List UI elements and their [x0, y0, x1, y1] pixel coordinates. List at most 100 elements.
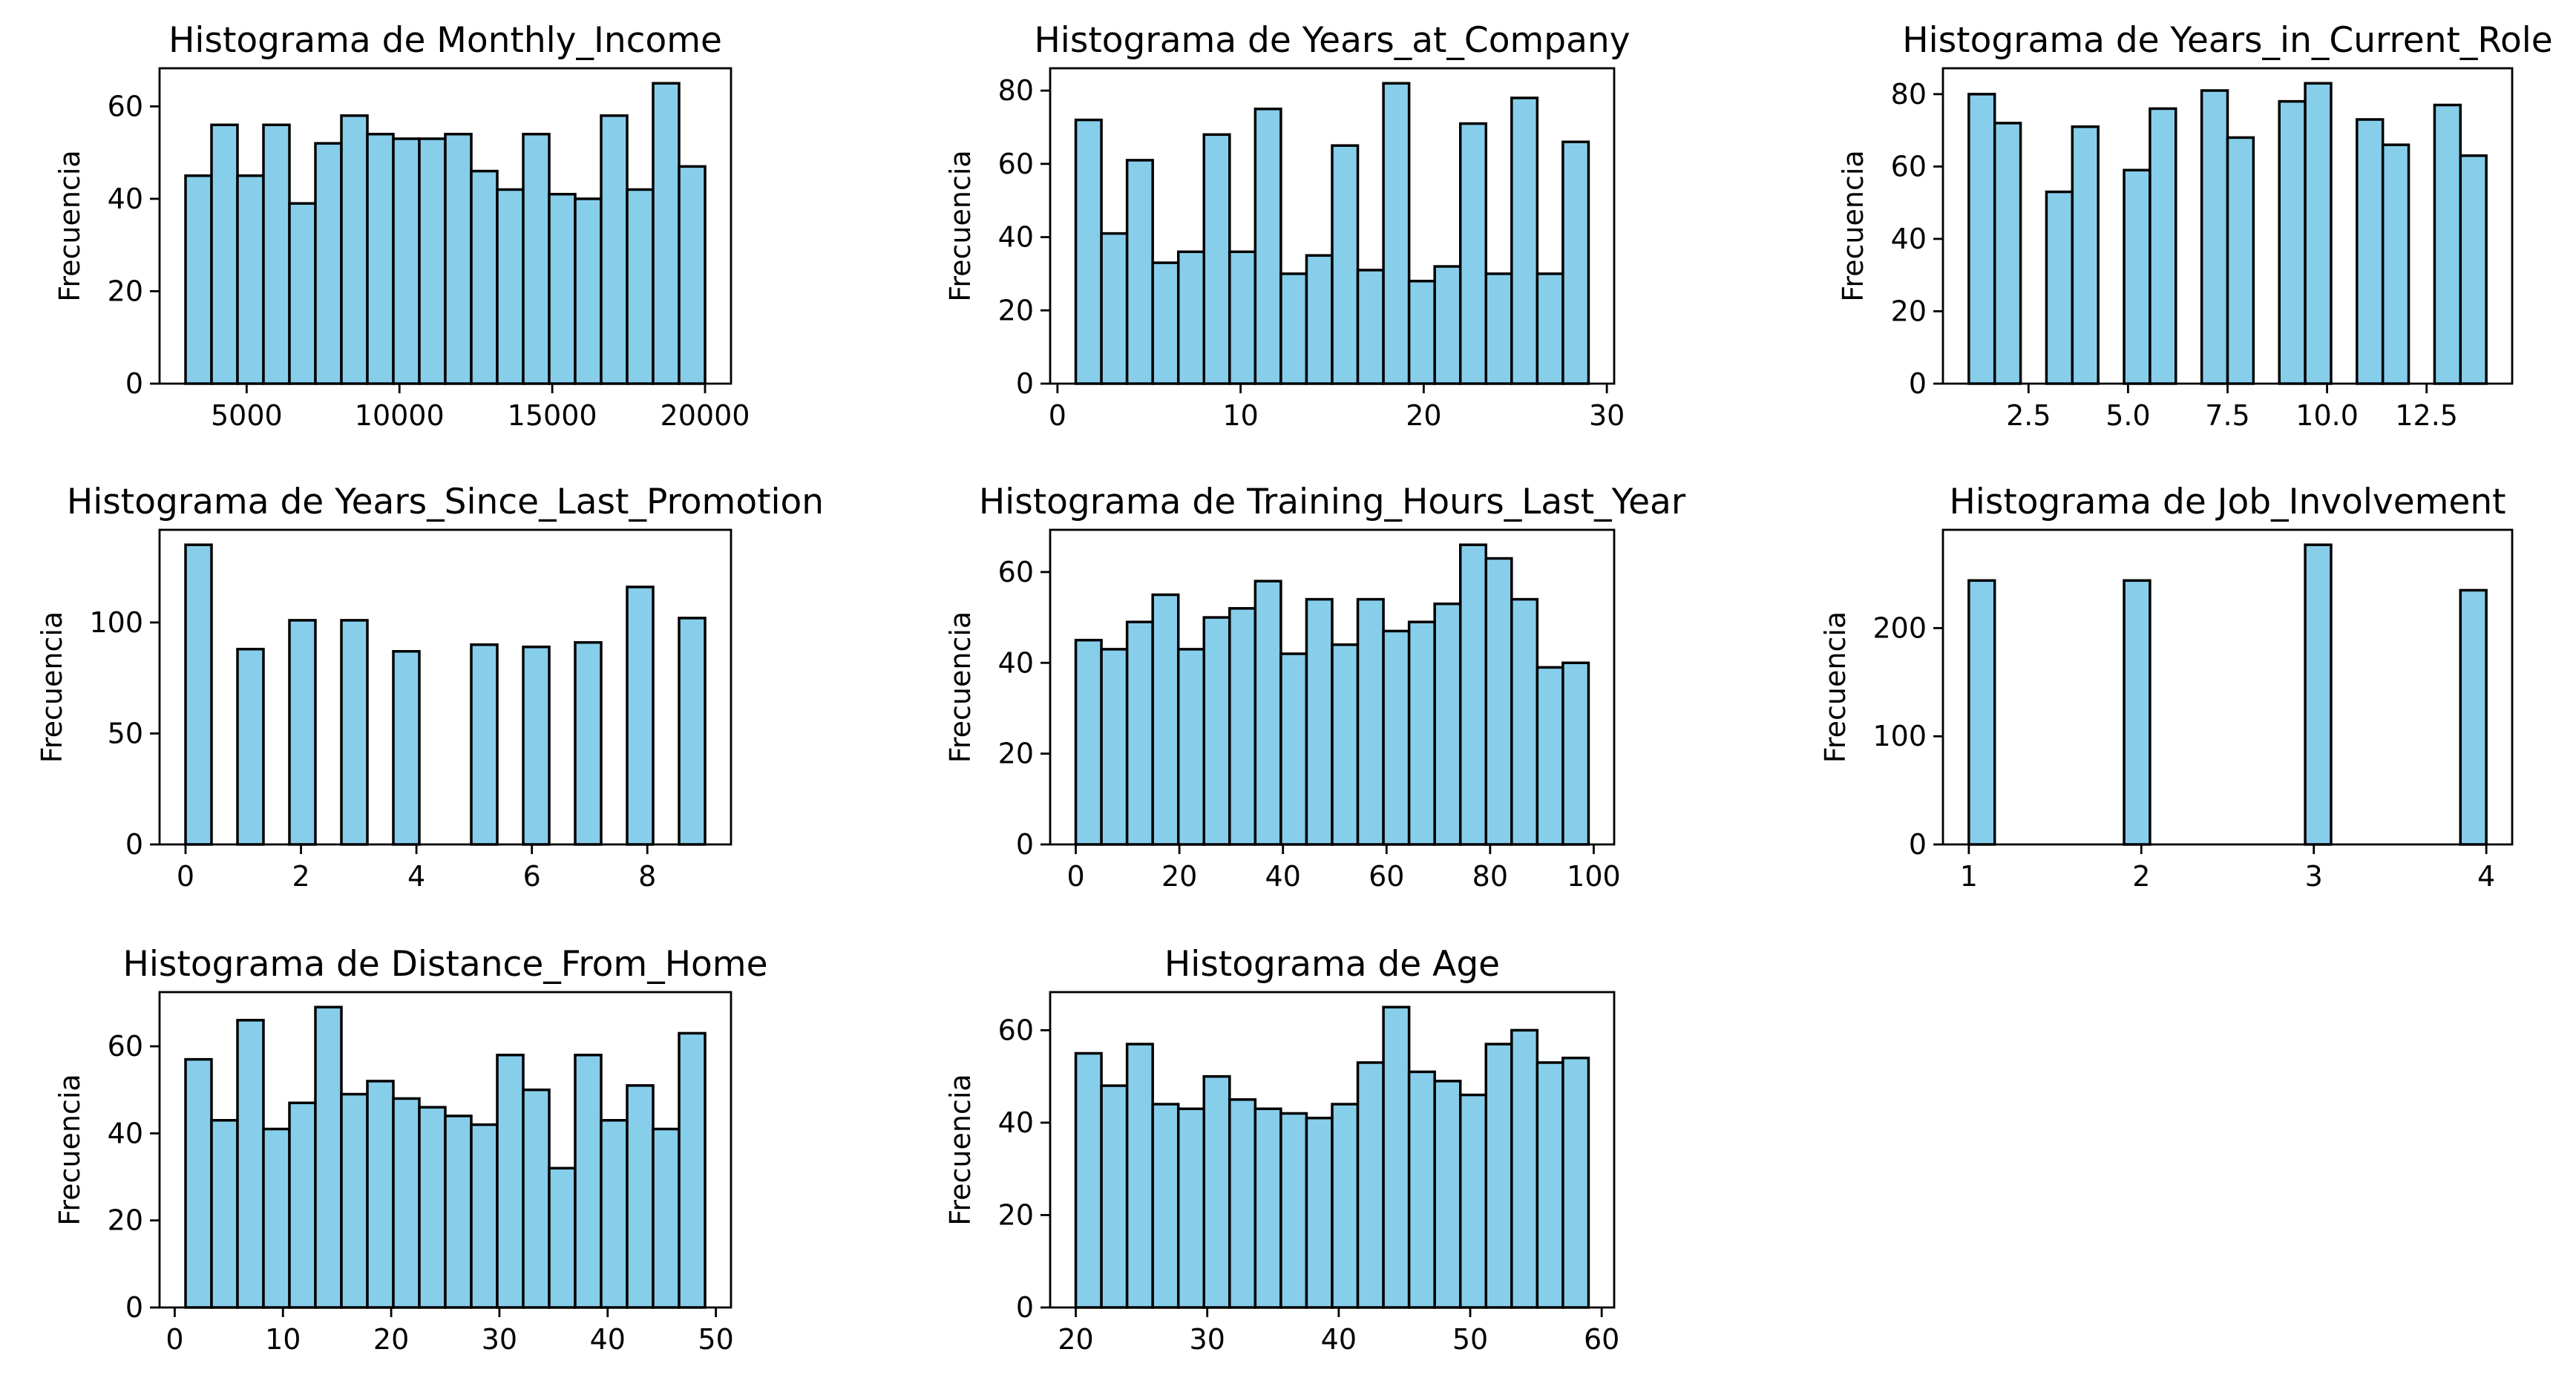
histogram-bar: [1407, 280, 1436, 385]
y-axis-label: Frecuencia: [1819, 611, 1852, 763]
y-tick-label: 0: [1016, 367, 1034, 400]
histogram-panel: 0 20 40 60 80 100 0 20 40 60 Frecuencia Histograma …: [944, 482, 1686, 893]
chart-title: Histograma de Training_Hours_Last_Year: [979, 482, 1686, 522]
histogram-bar: [366, 1080, 395, 1309]
histogram-bar: [444, 132, 473, 385]
histogram-bar: [1458, 122, 1488, 385]
y-tick-label: 20: [998, 294, 1034, 326]
histogram-bar: [2071, 125, 2100, 385]
histogram-bar: [1407, 620, 1436, 846]
y-tick-label: 40: [998, 646, 1034, 679]
histogram-bar: [1202, 616, 1231, 846]
histogram-bar: [496, 1054, 525, 1309]
x-tick-label: 10: [265, 1323, 301, 1356]
histogram-bar: [1484, 557, 1513, 846]
chart-title: Histograma de Age: [1164, 944, 1500, 985]
x-tick-label: 0: [165, 1323, 183, 1356]
histogram-panel: 0 2 4 6 8 0 50 100 Frecuencia Histograma de Years…: [36, 482, 824, 893]
histogram-bar: [2226, 136, 2255, 385]
histogram-bar: [652, 82, 681, 385]
chart-title: Histograma de Years_at_Company: [1034, 20, 1630, 61]
histogram-bar: [262, 1127, 291, 1309]
histogram-bar: [1279, 652, 1308, 846]
histogram-bar: [392, 1097, 421, 1309]
histogram-bar: [1458, 1093, 1488, 1309]
histogram-bar: [1561, 1056, 1590, 1309]
histogram-bar: [678, 1031, 707, 1309]
histogram-bar: [1125, 620, 1154, 846]
y-tick-label: 0: [125, 367, 143, 400]
histogram-bar: [1228, 607, 1257, 846]
x-tick-label: 12.5: [2395, 399, 2458, 432]
y-tick-label: 40: [1891, 223, 1927, 255]
histogram-panel: 2.5 5.0 7.5 10.0 12.5 0 20 40 60 80 Frecuencia Hist…: [1837, 20, 2553, 432]
histogram-bar: [2123, 168, 2151, 385]
histogram-bar: [626, 188, 655, 385]
histogram-bar: [522, 1088, 551, 1309]
histogram-bar: [236, 648, 265, 846]
y-tick-label: 100: [1872, 720, 1927, 752]
histogram-bar: [418, 137, 447, 385]
histogram-bar: [522, 646, 551, 846]
x-tick-label: 5000: [211, 399, 283, 432]
histogram-bar: [626, 1084, 655, 1309]
histogram-bar: [1125, 159, 1154, 385]
histogram-bar: [574, 641, 603, 846]
x-tick-label: 40: [1265, 860, 1301, 893]
histogram-bar: [600, 114, 629, 385]
histogram-bar: [1356, 597, 1385, 846]
histogram-bar: [262, 123, 291, 385]
histogram-bar: [444, 1115, 473, 1309]
histogram-bar: [1967, 93, 1996, 385]
histogram-bar: [2045, 190, 2074, 385]
y-tick-label: 60: [108, 90, 143, 122]
y-tick-label: 20: [1891, 295, 1927, 327]
histogram-bar: [1536, 272, 1564, 385]
axes-frame: [1049, 991, 1616, 1309]
histogram-bar: [1458, 543, 1488, 846]
histogram-bar: [418, 1106, 447, 1309]
x-tick-label: 10000: [355, 399, 445, 432]
axes-frame: [158, 528, 733, 846]
y-axis-label: Frecuencia: [1837, 150, 1869, 301]
axes-frame: [1049, 528, 1616, 846]
histogram-bar: [1228, 1098, 1257, 1309]
histogram-bar: [1074, 1051, 1103, 1309]
histogram-bar: [1433, 265, 1462, 385]
y-tick-label: 200: [1872, 611, 1927, 644]
y-tick-label: 20: [998, 1198, 1034, 1231]
histogram-bar: [496, 188, 525, 385]
histogram-bar: [1510, 597, 1539, 846]
y-tick-label: 60: [108, 1030, 143, 1063]
histogram-bar: [1331, 1103, 1360, 1309]
histogram-bar: [1536, 666, 1564, 846]
y-axis-label: Frecuencia: [944, 150, 977, 301]
x-tick-label: 20: [1161, 860, 1197, 893]
histogram-bar: [1305, 254, 1334, 385]
histogram-bar: [652, 1127, 681, 1309]
histogram-bar: [236, 174, 265, 385]
histogram-bar: [392, 137, 421, 385]
y-tick-label: 60: [998, 1014, 1034, 1046]
axes-frame: [1049, 67, 1616, 385]
histogram-bar: [1100, 1084, 1129, 1309]
y-tick-label: 0: [125, 1291, 143, 1324]
y-tick-label: 0: [1909, 828, 1927, 861]
x-tick-label: 20000: [661, 399, 750, 432]
histogram-panel: 0 10 20 30 40 50 0 20 40 60 Frecuencia Histograma d…: [53, 944, 768, 1356]
histogram-bar: [522, 132, 551, 385]
histogram-bar: [1536, 1061, 1564, 1309]
x-tick-label: 40: [1321, 1323, 1357, 1356]
y-tick-label: 20: [998, 738, 1034, 770]
histogram-bar: [288, 619, 317, 846]
x-tick-label: 2: [2132, 860, 2150, 893]
histogram-bar: [184, 174, 213, 385]
histogram-bar: [184, 1057, 213, 1309]
histogram-bar: [1510, 1028, 1539, 1309]
x-tick-label: 30: [482, 1323, 517, 1356]
y-tick-label: 0: [1016, 1291, 1034, 1324]
y-tick-label: 50: [108, 717, 143, 749]
chart-title: Histograma de Years_Since_Last_Promotion: [67, 482, 824, 522]
histogram-bar: [1331, 643, 1360, 846]
